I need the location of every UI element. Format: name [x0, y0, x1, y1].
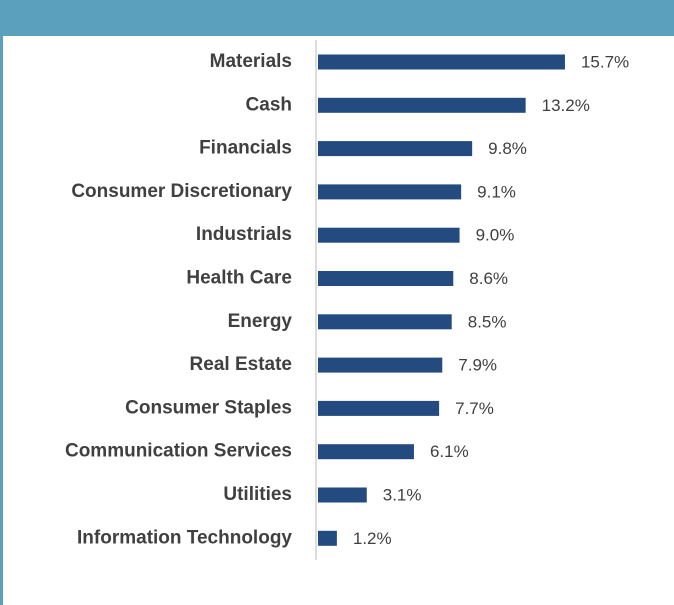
- bar: [318, 184, 462, 200]
- category-label: Real Estate: [190, 354, 292, 375]
- value-label: 8.5%: [468, 312, 507, 331]
- value-label: 6.1%: [430, 442, 469, 461]
- bar: [318, 314, 452, 330]
- bar: [318, 141, 473, 157]
- value-label: 9.0%: [476, 226, 515, 245]
- bar: [318, 530, 337, 546]
- value-label: 8.6%: [469, 269, 508, 288]
- bar: [318, 227, 460, 243]
- value-label: 1.2%: [353, 529, 392, 548]
- value-label: 9.1%: [477, 182, 516, 201]
- bar: [318, 357, 443, 373]
- bar: [318, 97, 526, 113]
- header-bar: [0, 0, 674, 36]
- value-label: 3.1%: [383, 485, 422, 504]
- category-label: Health Care: [186, 268, 292, 289]
- bar: [318, 444, 414, 460]
- category-label: Information Technology: [77, 527, 292, 548]
- category-label: Cash: [246, 94, 292, 115]
- value-label: 15.7%: [581, 52, 629, 71]
- value-label: 13.2%: [542, 96, 590, 115]
- bar: [318, 54, 565, 70]
- value-label: 7.7%: [455, 399, 494, 418]
- left-border: [0, 0, 3, 605]
- category-label: Industrials: [196, 224, 292, 245]
- category-label: Consumer Staples: [125, 397, 292, 418]
- bar: [318, 487, 367, 503]
- category-label: Consumer Discretionary: [71, 181, 292, 202]
- bar: [318, 400, 440, 416]
- value-label: 9.8%: [488, 139, 527, 158]
- bar: [318, 271, 454, 286]
- category-label: Energy: [228, 311, 293, 332]
- category-label: Materials: [210, 51, 292, 72]
- category-label: Financials: [199, 138, 292, 159]
- value-label: 7.9%: [458, 356, 497, 375]
- category-label: Communication Services: [65, 441, 292, 462]
- category-label: Utilities: [223, 484, 292, 505]
